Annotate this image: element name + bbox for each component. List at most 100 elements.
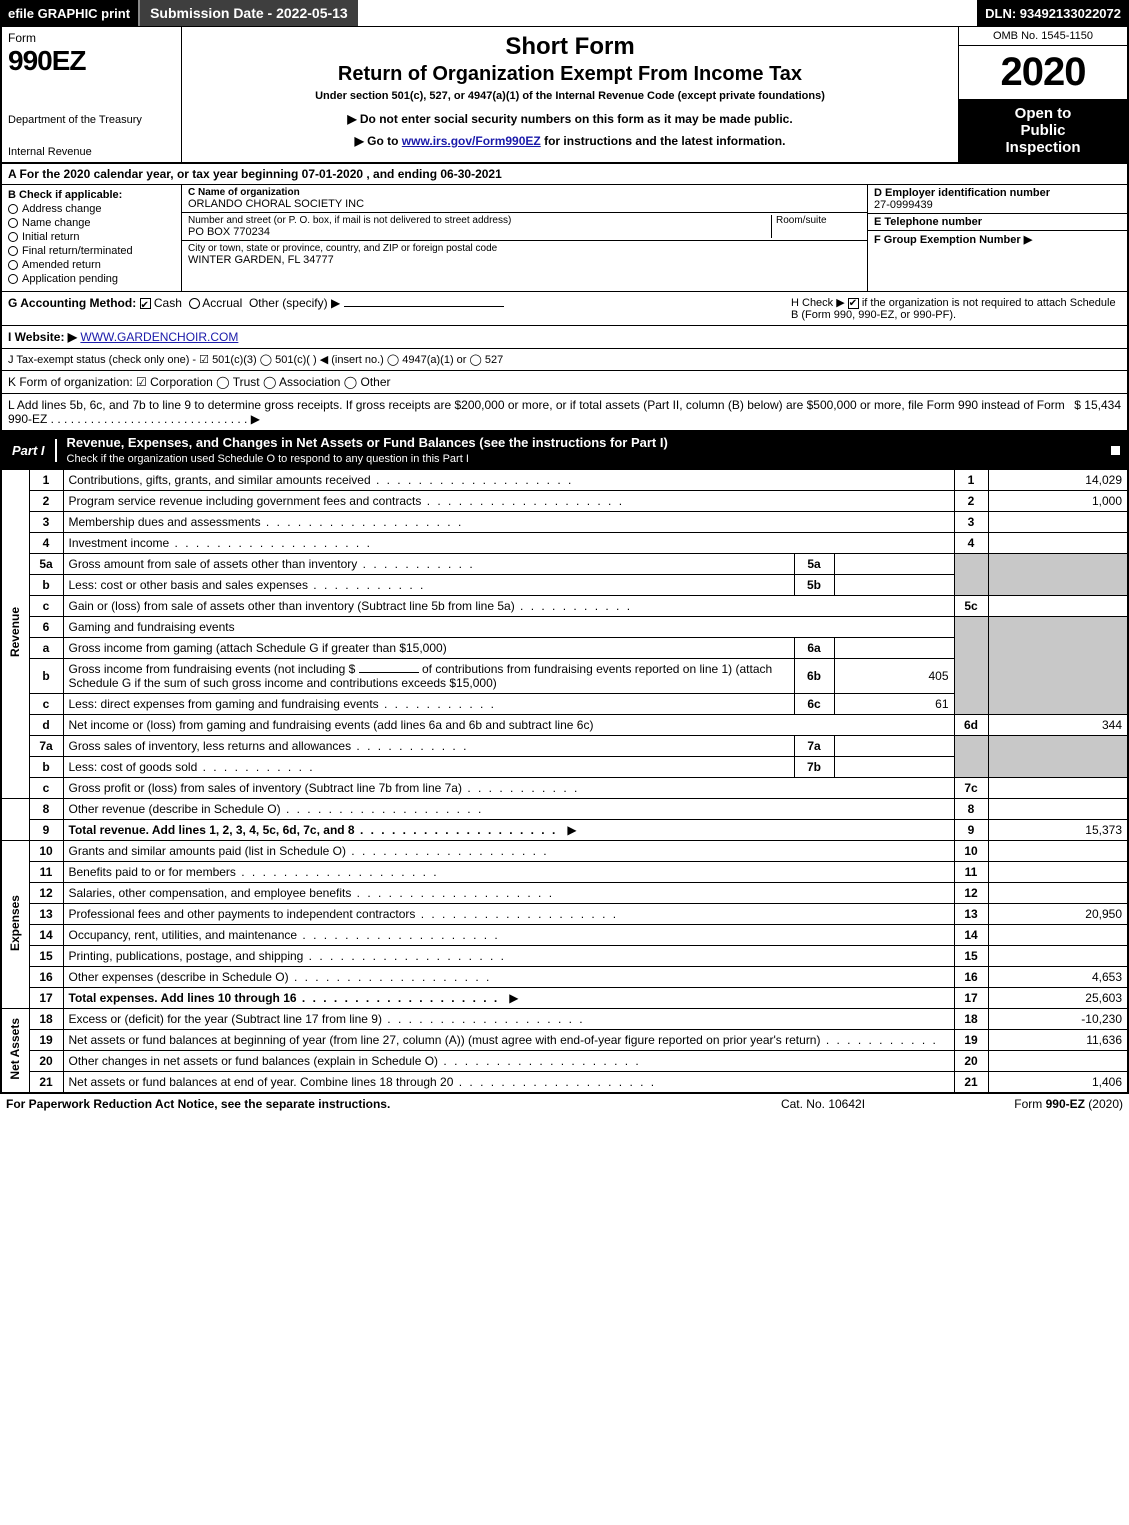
r9-v: 15,373 (988, 820, 1128, 841)
r20-v (988, 1051, 1128, 1072)
h-text1: H Check ▶ (791, 297, 845, 309)
line-k: K Form of organization: ☑ Corporation ◯ … (0, 371, 1129, 394)
r6b-n: b (29, 659, 63, 694)
r12-n: 12 (29, 883, 63, 904)
part-1-table: Revenue 1 Contributions, gifts, grants, … (0, 469, 1129, 1093)
inspect-1: Open to (963, 105, 1123, 122)
cb-initial-return[interactable] (8, 232, 18, 242)
r13-v: 20,950 (988, 904, 1128, 925)
r6c-t: Less: direct expenses from gaming and fu… (63, 694, 794, 715)
footer-right: Form 990-EZ (2020) (923, 1097, 1123, 1111)
submission-date: Submission Date - 2022-05-13 (138, 0, 358, 26)
entity-block: B Check if applicable: Address change Na… (0, 185, 1129, 292)
r5b-sv (834, 575, 954, 596)
addr-label: Number and street (or P. O. box, if mail… (188, 215, 771, 226)
r7c-ln: 7c (954, 778, 988, 799)
r18-ln: 18 (954, 1009, 988, 1030)
cb-initial-return-label: Initial return (22, 231, 79, 243)
r9-n: 9 (29, 820, 63, 841)
r6-t: Gaming and fundraising events (63, 617, 954, 638)
r13-t: Professional fees and other payments to … (63, 904, 954, 925)
r3-t: Membership dues and assessments (63, 512, 954, 533)
r21-t: Net assets or fund balances at end of ye… (63, 1072, 954, 1093)
subtitle: Under section 501(c), 527, or 4947(a)(1)… (192, 90, 948, 102)
cb-address-change-label: Address change (22, 203, 102, 215)
cb-cash[interactable] (140, 298, 151, 309)
r12-v (988, 883, 1128, 904)
cb-accrual[interactable] (189, 298, 200, 309)
cb-name-change-label: Name change (22, 217, 91, 229)
part-1-bar: Part I Revenue, Expenses, and Changes in… (0, 431, 1129, 469)
r7c-t: Gross profit or (loss) from sales of inv… (63, 778, 954, 799)
dept-irs: Internal Revenue (8, 146, 175, 158)
line-a: A For the 2020 calendar year, or tax yea… (0, 164, 1129, 185)
r11-n: 11 (29, 862, 63, 883)
r12-t: Salaries, other compensation, and employ… (63, 883, 954, 904)
r6-n: 6 (29, 617, 63, 638)
cb-address-change[interactable] (8, 204, 18, 214)
r1-ln: 1 (954, 470, 988, 491)
r11-t: Benefits paid to or for members (63, 862, 954, 883)
cb-final-return[interactable] (8, 246, 18, 256)
r6d-n: d (29, 715, 63, 736)
r11-ln: 11 (954, 862, 988, 883)
r19-v: 11,636 (988, 1030, 1128, 1051)
cash-label: Cash (154, 296, 182, 310)
cb-h[interactable] (848, 298, 859, 309)
line-h: H Check ▶ if the organization is not req… (781, 296, 1121, 321)
c-name-label: C Name of organization (188, 187, 861, 198)
other-blank[interactable] (344, 306, 504, 307)
side-revenue-cont (1, 799, 29, 841)
r4-n: 4 (29, 533, 63, 554)
r4-t: Investment income (63, 533, 954, 554)
r6c-n: c (29, 694, 63, 715)
r21-ln: 21 (954, 1072, 988, 1093)
topbar-spacer (358, 0, 977, 26)
r5-gray-v (988, 554, 1128, 596)
goto-post: for instructions and the latest informat… (541, 134, 786, 148)
org-address: PO BOX 770234 (188, 226, 771, 238)
r5a-t: Gross amount from sale of assets other t… (63, 554, 794, 575)
box-d: D Employer identification number 27-0999… (867, 185, 1127, 291)
r15-v (988, 946, 1128, 967)
r20-t: Other changes in net assets or fund bala… (63, 1051, 954, 1072)
r19-ln: 19 (954, 1030, 988, 1051)
i-label: I Website: ▶ (8, 330, 77, 344)
part-1-title-text: Revenue, Expenses, and Changes in Net As… (67, 435, 668, 450)
part-1-check-text: Check if the organization used Schedule … (67, 453, 469, 465)
ein: 27-0999439 (874, 199, 1121, 211)
accrual-label: Accrual (202, 296, 242, 310)
r2-ln: 2 (954, 491, 988, 512)
e-label: E Telephone number (874, 216, 1121, 228)
r10-t: Grants and similar amounts paid (list in… (63, 841, 954, 862)
r3-ln: 3 (954, 512, 988, 533)
r6-gray (954, 617, 988, 715)
r5-gray (954, 554, 988, 596)
r5b-t: Less: cost or other basis and sales expe… (63, 575, 794, 596)
r7b-sn: 7b (794, 757, 834, 778)
r5a-sv (834, 554, 954, 575)
r8-n: 8 (29, 799, 63, 820)
inspect-3: Inspection (963, 139, 1123, 156)
goto-link[interactable]: www.irs.gov/Form990EZ (402, 134, 541, 148)
website-link[interactable]: WWW.GARDENCHOIR.COM (80, 330, 238, 344)
r1-t: Contributions, gifts, grants, and simila… (63, 470, 954, 491)
r8-v (988, 799, 1128, 820)
cb-schedule-o[interactable] (1110, 445, 1121, 456)
page-footer: For Paperwork Reduction Act Notice, see … (0, 1093, 1129, 1114)
r21-n: 21 (29, 1072, 63, 1093)
r15-ln: 15 (954, 946, 988, 967)
r1-v: 14,029 (988, 470, 1128, 491)
goto-pre: ▶ Go to (355, 134, 402, 148)
efile-label[interactable]: efile GRAPHIC print (0, 0, 138, 26)
cb-amended-return[interactable] (8, 260, 18, 270)
r17-n: 17 (29, 988, 63, 1009)
side-expenses: Expenses (1, 841, 29, 1009)
cb-application-pending[interactable] (8, 274, 18, 284)
r13-ln: 13 (954, 904, 988, 925)
side-netassets: Net Assets (1, 1009, 29, 1093)
r10-ln: 10 (954, 841, 988, 862)
part-1-title: Revenue, Expenses, and Changes in Net As… (57, 431, 1103, 469)
ssn-warning: ▶ Do not enter social security numbers o… (192, 112, 948, 126)
cb-name-change[interactable] (8, 218, 18, 228)
